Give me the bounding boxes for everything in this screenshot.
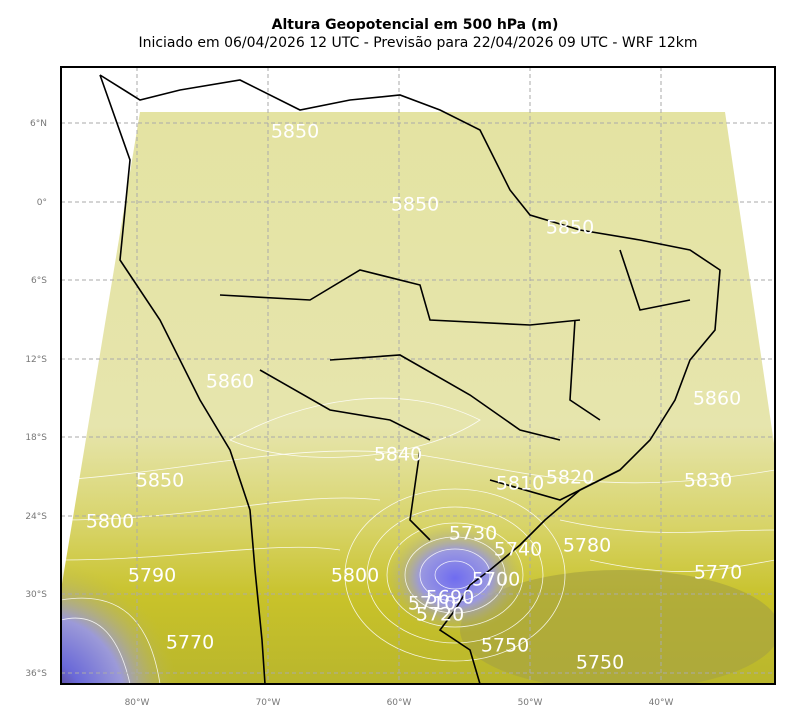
contour-label: 5790	[128, 565, 176, 587]
contour-label: 5800	[331, 565, 379, 587]
contour-label: 5850	[271, 121, 319, 143]
low-center	[385, 523, 525, 633]
contour-label: 5720	[416, 604, 464, 626]
map-area	[61, 67, 775, 684]
lon-tick-label: 60°W	[387, 698, 412, 708]
lat-tick-label: 30°S	[25, 590, 47, 600]
contour-label: 5850	[546, 217, 594, 239]
lat-tick-label: 12°S	[25, 355, 47, 365]
labels: 6°N 0° 6°S 12°S 18°S 24°S 30°S 36°S 80°W 70°W 60°W…	[25, 119, 742, 708]
lon-tick-label: 80°W	[125, 698, 150, 708]
map-frame	[60, 66, 776, 685]
lon-tick-label: 70°W	[256, 698, 281, 708]
contour-label: 5800	[86, 511, 134, 533]
grid	[61, 67, 775, 684]
lat-tick-label: 36°S	[25, 669, 47, 679]
contour-label: 5700	[472, 569, 520, 591]
lat-tick-label: 18°S	[25, 433, 47, 443]
lat-tick-label: 24°S	[25, 512, 47, 522]
lat-tick-label: 6°N	[30, 119, 47, 129]
contour-label: 5860	[693, 388, 741, 410]
field	[61, 112, 775, 684]
title: Altura Geopotencial em 500 hPa (m)	[272, 17, 559, 33]
lat-tick-label: 6°S	[31, 276, 47, 286]
contour-label: 5820	[546, 467, 594, 489]
subtitle: Iniciado em 06/04/2026 12 UTC - Previsão…	[138, 35, 697, 51]
lat-tick-label: 0°	[37, 198, 47, 208]
lon-tick-label: 50°W	[518, 698, 543, 708]
field-shade	[460, 570, 775, 684]
contour-label: 5850	[391, 194, 439, 216]
contour-label: 5830	[684, 470, 732, 492]
contour-label: 5740	[494, 539, 542, 561]
coastlines	[99, 74, 721, 684]
contour-label: 5710	[408, 593, 456, 615]
low-corner	[61, 560, 180, 684]
contour-label: 5770	[694, 562, 742, 584]
contour-label: 5840	[374, 444, 422, 466]
contour-label: 5810	[496, 473, 544, 495]
contour-label: 5750	[481, 635, 529, 657]
contour-label: 5780	[563, 535, 611, 557]
contour-label: 5770	[166, 632, 214, 654]
contour-label: 5730	[449, 523, 497, 545]
contour-label: 5850	[136, 470, 184, 492]
contour-label: 5750	[576, 652, 624, 674]
contour-label: 5690	[426, 587, 474, 609]
lon-tick-label: 40°W	[649, 698, 674, 708]
contour-label: 5860	[206, 371, 254, 393]
